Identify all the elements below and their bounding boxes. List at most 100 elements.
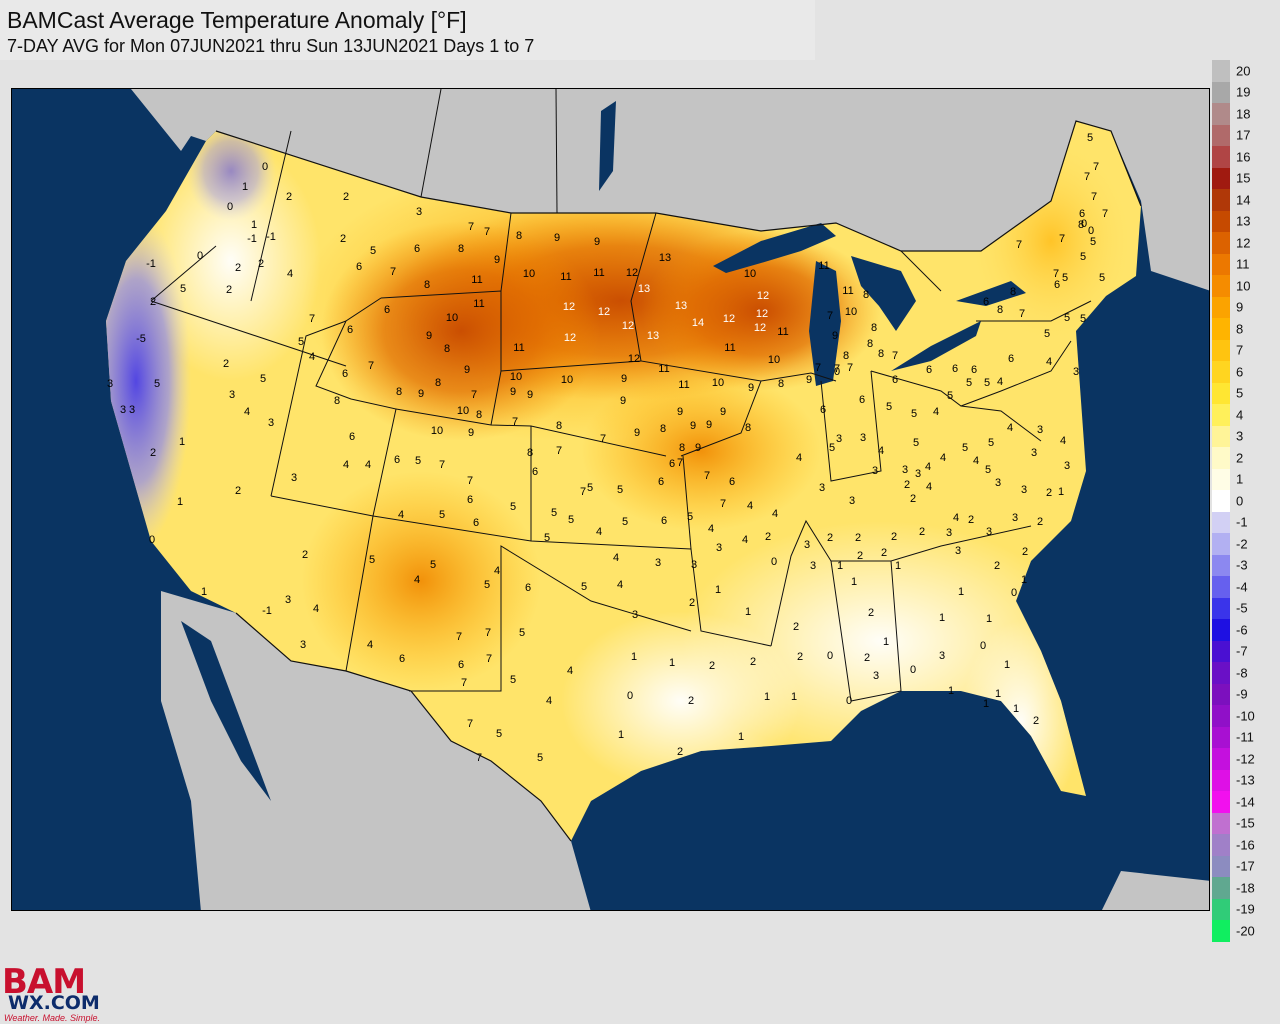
anomaly-value-label: 4 [1007,422,1013,434]
anomaly-value-label: 7 [704,470,710,482]
anomaly-value-label: 6 [1008,353,1014,365]
anomaly-value-label: 1 [995,688,1001,700]
anomaly-value-label: 12 [626,267,638,279]
colorbar-swatch [1212,124,1230,147]
anomaly-value-label: 5 [985,464,991,476]
anomaly-value-label: 8 [424,279,430,291]
anomaly-value-label: 1 [791,691,797,703]
colorbar-label: -6 [1236,622,1248,638]
anomaly-value-label: 4 [747,500,753,512]
anomaly-value-label: 5 [415,455,421,467]
anomaly-value-label: 7 [1102,208,1108,220]
anomaly-value-label: 5 [510,501,516,513]
colorbar-swatch [1212,318,1230,340]
anomaly-value-label: 2 [150,296,156,308]
anomaly-value-label: 5 [1090,236,1096,248]
colorbar-label: 19 [1236,84,1251,100]
anomaly-value-label: 2 [1037,516,1043,528]
anomaly-value-label: 6 [473,517,479,529]
anomaly-value-label: 7 [847,362,853,374]
anomaly-value-label: 3 [986,526,992,538]
colorbar-swatch [1212,834,1230,856]
anomaly-value-label: 0 [1088,225,1094,237]
anomaly-value-label: 10 [744,268,756,280]
anomaly-value-label: 3 [836,433,842,445]
colorbar-swatch [1212,877,1230,899]
anomaly-value-label: 2 [855,532,861,544]
anomaly-value-label: 4 [933,406,939,418]
anomaly-value-label: -1 [266,231,276,243]
anomaly-value-label: 6 [532,466,538,478]
colorbar-swatch [1212,511,1230,534]
anomaly-value-label: 1 [895,560,901,572]
anomaly-value-label: 9 [620,395,626,407]
anomaly-value-label: 6 [342,368,348,380]
anomaly-value-label: 7 [1084,171,1090,183]
anomaly-value-label: 4 [613,552,619,564]
anomaly-value-label: 6 [661,515,667,527]
anomaly-value-label: 12 [757,290,769,302]
colorbar-label: 18 [1236,106,1251,122]
anomaly-value-label: 5 [687,511,693,523]
colorbar-swatch [1212,619,1230,641]
anomaly-value-label: 3 [860,432,866,444]
anomaly-value-label: 8 [878,348,884,360]
anomaly-value-label: 5 [298,336,304,348]
anomaly-value-label: 6 [820,404,826,416]
anomaly-value-label: 6 [347,324,353,336]
anomaly-value-label: 6 [458,659,464,671]
anomaly-value-label: 4 [617,579,623,591]
anomaly-value-label: 7 [892,350,898,362]
colorbar-swatch [1212,490,1230,512]
colorbar-label: -15 [1236,815,1255,831]
anomaly-value-label: 3 [995,477,1001,489]
colorbar-label: -8 [1236,665,1248,681]
colorbar-swatch [1212,339,1230,362]
colorbar-label: 2 [1236,450,1244,466]
anomaly-value-label: 5 [962,442,968,454]
colorbar-label: 9 [1236,299,1244,315]
anomaly-value-label: 7 [484,226,490,238]
colorbar-label: -1 [1236,514,1248,530]
anomaly-value-label: 1 [958,586,964,598]
anomaly-value-label: 5 [439,509,445,521]
anomaly-value-label: 8 [867,338,873,350]
anomaly-value-label: 0 [834,366,840,378]
anomaly-value-label: 7 [1016,239,1022,251]
colorbar-swatch [1212,855,1230,878]
anomaly-value-label: 7 [600,433,606,445]
anomaly-value-label: 11 [678,379,689,391]
colorbar-swatch [1212,81,1230,104]
anomaly-value-label: 7 [827,310,833,322]
anomaly-value-label: 4 [494,565,500,577]
anomaly-value-label: 2 [864,652,870,664]
anomaly-value-label: 1 [179,436,185,448]
baja-gap [181,621,271,801]
colorbar-swatch [1212,533,1230,555]
colorbar-label: -4 [1236,579,1248,595]
anomaly-value-label: 2 [286,191,292,203]
anomaly-value-label: 2 [793,621,799,633]
anomaly-value-label: 9 [690,420,696,432]
colorbar-label: -12 [1236,751,1255,767]
anomaly-value-label: 4 [244,406,250,418]
anomaly-value-label: 7 [476,752,482,764]
anomaly-value-label: 6 [1079,208,1085,220]
state-lines [150,89,1092,702]
anomaly-value-label: 12 [563,301,575,313]
colorbar-label: -3 [1236,557,1248,573]
anomaly-value-label: 4 [1046,356,1052,368]
anomaly-value-label: 7 [486,653,492,665]
us-border [215,120,1142,252]
anomaly-value-label: 5 [370,245,376,257]
anomaly-value-label: 1 [986,613,992,625]
anomaly-value-label: 0 [149,534,155,546]
anomaly-value-label: 1 [715,584,721,596]
anomaly-value-label: 7 [512,416,518,428]
anomaly-value-label: 5 [1080,251,1086,263]
anomaly-value-label: 11 [658,363,669,375]
lake-michigan [809,261,841,386]
anomaly-value-label: 11 [473,298,484,310]
colorbar-swatch [1212,683,1230,706]
anomaly-value-label: 1 [983,698,989,710]
